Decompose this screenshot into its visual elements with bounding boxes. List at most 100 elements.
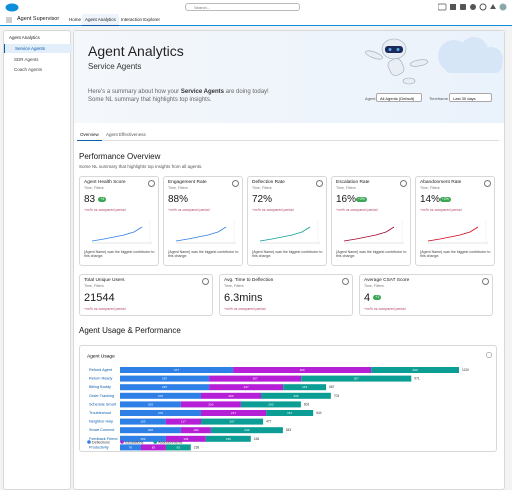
data-label: 200 [268, 402, 273, 406]
summary-text: Here's a summary about how your [88, 89, 181, 95]
metric-card: Engagement Rate Time, Filters 88% +xx% vs c… [163, 176, 243, 266]
robot-illustration [365, 37, 503, 85]
bar-segment [120, 410, 201, 416]
search-box[interactable]: Search... [185, 3, 300, 11]
data-label: 207 [230, 420, 235, 424]
hero-title: Agent Analytics [88, 43, 184, 59]
hero-subtitle: Service Agents [88, 62, 142, 71]
bar-segment [165, 435, 206, 442]
card-comparison: +xx% vs compared period [224, 307, 266, 311]
legend-swatch [153, 440, 157, 444]
card-subtitle: Time, Filters [84, 186, 104, 190]
card-menu[interactable] [342, 278, 349, 285]
data-label: 153 [140, 437, 145, 441]
data-label: 377 [174, 368, 179, 372]
card-menu[interactable] [482, 278, 489, 285]
bar-segment [120, 392, 201, 399]
card-badge: +1 [373, 295, 382, 300]
filter-label: Agent [365, 96, 376, 101]
card-menu[interactable] [316, 180, 323, 187]
chart-card: Agent Usage Refund Agent 377 460 293 1130 Retu… [79, 345, 497, 452]
card-title: Avg. Time to Deflection [224, 278, 274, 283]
nav-tab[interactable]: Home [69, 17, 82, 22]
card-title: Engagement Rate [168, 180, 207, 185]
sidebar-item[interactable]: SDR Agents [14, 56, 39, 62]
sidebar-item[interactable]: Service Agents [4, 44, 72, 53]
card-value: 83 [84, 194, 96, 205]
card-title: Average CSAT Score [364, 278, 410, 283]
y-tick-label: Smart Connect [89, 428, 115, 432]
sidebar: Agent Analytics Service Agents SDR Agents… [3, 30, 72, 490]
card-comparison: +xx% vs compared period [84, 307, 126, 311]
section-title: Performance Overview [79, 152, 161, 161]
data-label: 200 [228, 394, 233, 398]
bar-segment [120, 367, 234, 373]
card-menu[interactable] [148, 180, 155, 187]
data-label: 297 [162, 385, 167, 389]
sparkline [175, 221, 236, 244]
data-label: 133 [183, 437, 188, 441]
card-menu[interactable] [232, 180, 239, 187]
bar-segment [209, 384, 284, 391]
card-comparison: +xx% vs compared period [364, 307, 406, 311]
data-label: 367 [354, 377, 359, 381]
bar-segment [120, 435, 166, 442]
y-tick-label: Refund Agent [89, 368, 113, 372]
legend-label: Escalations [125, 440, 144, 444]
filter-select[interactable]: All Agents (Default) [376, 93, 422, 102]
nav-tab[interactable]: Interaction Explorer [121, 17, 161, 22]
total-label: 477 [266, 420, 272, 424]
card-title: Escalation Rate [336, 180, 370, 185]
section-title: Agent Usage & Performance [79, 326, 181, 335]
data-label: 307 [253, 377, 258, 381]
card-subtitle: Time, Filters [336, 186, 356, 190]
card-subtitle: Time, Filters [168, 186, 188, 190]
data-label: 460 [300, 368, 305, 372]
card-badge: +4 [98, 197, 107, 202]
total-label: 971 [414, 377, 420, 381]
hero-summary: Some NL summary that highlights top insi… [88, 97, 212, 103]
card-value: 6.3mins [224, 292, 263, 304]
data-label: 240 [244, 428, 249, 432]
filter-select[interactable]: Last 30 days [449, 93, 492, 102]
data-label: 203 [148, 428, 153, 432]
chart: Agent Usage Refund Agent 377 460 293 1130 Retu… [87, 351, 493, 451]
metric-card: Escalation Rate Time, Filters 16% +2% +xx% v… [331, 176, 411, 266]
data-label: 217 [231, 411, 236, 415]
tab[interactable]: Agent Effectiveness [106, 132, 146, 137]
sidebar-heading: Agent Analytics [9, 35, 40, 40]
card-note: {Agent Name} was the biggest contributor… [84, 250, 155, 259]
header-icons[interactable] [438, 3, 508, 12]
card-menu[interactable] [400, 180, 407, 187]
y-tick-label: Neighbor Help [89, 420, 113, 424]
metric-card: Avg. Time to Deflection Time, Filters 6.3m… [219, 274, 353, 316]
top-bar: Search... [0, 0, 512, 15]
card-subtitle: Time, Filters [252, 186, 272, 190]
bar-segment [120, 418, 166, 425]
bar-segment [165, 418, 201, 425]
card-menu[interactable] [202, 278, 209, 285]
card-value: 16% [336, 194, 357, 205]
tab[interactable]: Overview [77, 130, 102, 141]
card-badge: +2% [355, 197, 367, 202]
nav-tab[interactable]: Agent Analytics [82, 14, 119, 26]
card-subtitle: Time, Filters [84, 284, 104, 288]
card-value: 72% [252, 194, 273, 205]
total-label: 1130 [462, 368, 469, 372]
sidebar-item[interactable]: Coach Agents [14, 67, 43, 72]
summary-text: are doing today! [224, 89, 269, 95]
app-launcher[interactable] [6, 17, 12, 23]
tab-bar: Overview Agent Effectiveness [77, 130, 499, 141]
legend-swatch [87, 440, 91, 444]
total-label: 436 [254, 437, 260, 441]
sparkline [259, 221, 320, 244]
data-label: 157 [287, 411, 292, 415]
app-name: Agent Supervisor [17, 16, 60, 22]
filter-label: Timeframe [429, 96, 448, 101]
metric-card: Total Unique Users Time, Filters 21544 +xx%… [79, 274, 213, 316]
card-menu[interactable] [484, 180, 491, 187]
total-label: 543 [286, 428, 292, 432]
total-label: 687 [329, 385, 335, 389]
bar-segment [201, 418, 264, 425]
y-tick-label: Billing Buddy [89, 385, 111, 389]
